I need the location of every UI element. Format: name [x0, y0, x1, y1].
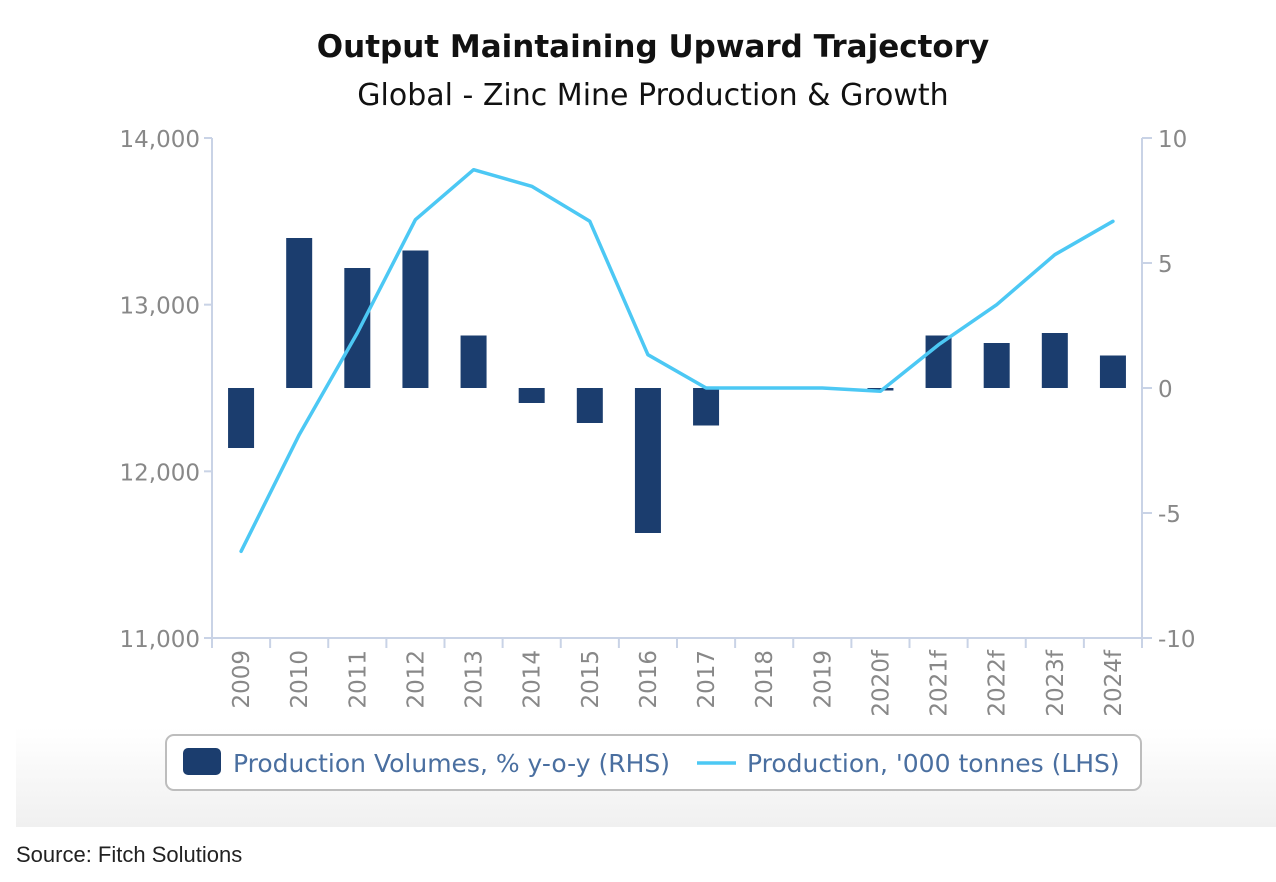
x-tick-label: 2014 [520, 650, 546, 709]
x-tick-label: 2024f [1101, 649, 1127, 717]
x-tick-label: 2011 [345, 650, 371, 709]
legend: Production Volumes, % y-o-y (RHS) Produc… [165, 734, 1142, 791]
x-tick-label: 2013 [462, 650, 488, 709]
bar-2015 [576, 388, 603, 423]
bar-2022f [983, 343, 1010, 388]
y-right-tick-label: 10 [1158, 127, 1187, 153]
y-right-tick-label: 5 [1158, 252, 1173, 278]
x-tick-label: 2019 [810, 650, 836, 709]
bar-2010 [286, 238, 313, 388]
bar-2017 [693, 388, 720, 426]
x-tick-label: 2012 [403, 650, 429, 709]
x-tick-label: 2015 [578, 650, 604, 709]
bar-2023f [1041, 333, 1068, 388]
bar-2014 [518, 388, 545, 403]
chart-title: Output Maintaining Upward Trajectory [317, 29, 989, 65]
x-tick-label: 2017 [694, 650, 720, 709]
x-tick-label: 2016 [636, 650, 662, 709]
legend-box [165, 734, 1142, 791]
zinc-production-chart: Output Maintaining Upward Trajectory Glo… [120, 29, 1196, 791]
y-left-tick-label: 11,000 [120, 627, 200, 653]
bar-2013 [460, 335, 487, 388]
legend-line-label: Production, '000 tonnes (LHS) [747, 749, 1120, 778]
x-tick-label: 2022f [985, 649, 1011, 717]
y-right-tick-label: -5 [1158, 502, 1181, 528]
x-tick-label: 2010 [287, 650, 313, 709]
x-tick-label: 2009 [229, 650, 255, 709]
y-right-tick-label: -10 [1158, 627, 1196, 653]
x-tick-label: 2020f [868, 649, 894, 717]
production-line [239, 167, 1115, 554]
y-right-tick-label: 0 [1158, 377, 1173, 403]
bar-2011 [344, 268, 371, 388]
bar-2012 [402, 250, 429, 388]
legend-bar-swatch [183, 748, 221, 775]
source-note: Source: Fitch Solutions [16, 842, 243, 867]
x-tick-label: 2021f [927, 649, 953, 717]
y-left-tick-label: 13,000 [120, 294, 200, 320]
bar-2009 [228, 388, 255, 448]
x-tick-label: 2023f [1043, 649, 1069, 717]
chart-subtitle: Global - Zinc Mine Production & Growth [357, 78, 948, 113]
y-left-tick-label: 12,000 [120, 460, 200, 486]
legend-bar-label: Production Volumes, % y-o-y (RHS) [233, 749, 670, 778]
y-left-tick-label: 14,000 [120, 127, 200, 153]
bar-2024f [1099, 355, 1126, 388]
bar-2016 [634, 388, 661, 533]
x-tick-label: 2018 [752, 650, 778, 709]
